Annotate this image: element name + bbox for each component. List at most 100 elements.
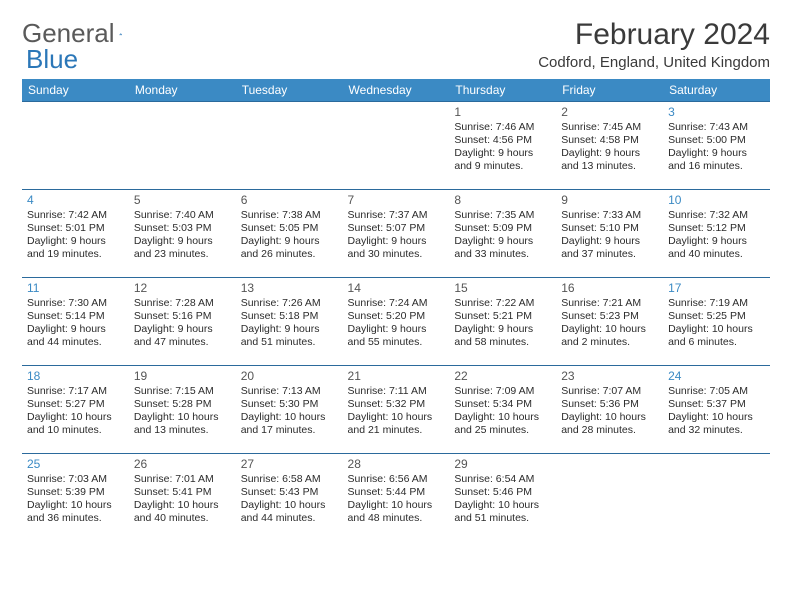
day-info: Sunrise: 7:22 AMSunset: 5:21 PMDaylight:… — [454, 297, 551, 350]
day-number: 6 — [241, 193, 338, 208]
day-number: 24 — [668, 369, 765, 384]
page-header: General February 2024 Codford, England, … — [22, 18, 770, 71]
day-info: Sunrise: 7:45 AMSunset: 4:58 PMDaylight:… — [561, 121, 658, 174]
calendar-day-cell: 9Sunrise: 7:33 AMSunset: 5:10 PMDaylight… — [556, 190, 663, 278]
day-info: Sunrise: 7:17 AMSunset: 5:27 PMDaylight:… — [27, 385, 124, 438]
day-info: Sunrise: 7:09 AMSunset: 5:34 PMDaylight:… — [454, 385, 551, 438]
calendar-day-cell: 8Sunrise: 7:35 AMSunset: 5:09 PMDaylight… — [449, 190, 556, 278]
calendar-day-cell: 5Sunrise: 7:40 AMSunset: 5:03 PMDaylight… — [129, 190, 236, 278]
weekday-header: Tuesday — [236, 79, 343, 102]
day-info: Sunrise: 6:56 AMSunset: 5:44 PMDaylight:… — [348, 473, 445, 526]
day-number: 5 — [134, 193, 231, 208]
weekday-header: Monday — [129, 79, 236, 102]
calendar-day-cell: 15Sunrise: 7:22 AMSunset: 5:21 PMDayligh… — [449, 278, 556, 366]
day-number: 25 — [27, 457, 124, 472]
day-info: Sunrise: 7:46 AMSunset: 4:56 PMDaylight:… — [454, 121, 551, 174]
calendar-day-cell — [556, 454, 663, 542]
day-number: 27 — [241, 457, 338, 472]
day-info: Sunrise: 7:05 AMSunset: 5:37 PMDaylight:… — [668, 385, 765, 438]
day-info: Sunrise: 7:35 AMSunset: 5:09 PMDaylight:… — [454, 209, 551, 262]
calendar-day-cell: 19Sunrise: 7:15 AMSunset: 5:28 PMDayligh… — [129, 366, 236, 454]
calendar-day-cell: 21Sunrise: 7:11 AMSunset: 5:32 PMDayligh… — [343, 366, 450, 454]
day-number: 3 — [668, 105, 765, 120]
day-number: 15 — [454, 281, 551, 296]
day-number: 8 — [454, 193, 551, 208]
calendar-day-cell: 3Sunrise: 7:43 AMSunset: 5:00 PMDaylight… — [663, 102, 770, 190]
calendar-day-cell: 20Sunrise: 7:13 AMSunset: 5:30 PMDayligh… — [236, 366, 343, 454]
day-number: 20 — [241, 369, 338, 384]
day-info: Sunrise: 7:28 AMSunset: 5:16 PMDaylight:… — [134, 297, 231, 350]
calendar-day-cell: 17Sunrise: 7:19 AMSunset: 5:25 PMDayligh… — [663, 278, 770, 366]
calendar-day-cell: 22Sunrise: 7:09 AMSunset: 5:34 PMDayligh… — [449, 366, 556, 454]
weekday-header: Thursday — [449, 79, 556, 102]
day-number: 11 — [27, 281, 124, 296]
day-number: 10 — [668, 193, 765, 208]
day-number: 18 — [27, 369, 124, 384]
brand-sail-icon — [119, 25, 122, 43]
calendar-day-cell: 26Sunrise: 7:01 AMSunset: 5:41 PMDayligh… — [129, 454, 236, 542]
calendar-day-cell: 28Sunrise: 6:56 AMSunset: 5:44 PMDayligh… — [343, 454, 450, 542]
calendar-day-cell — [663, 454, 770, 542]
calendar-day-cell — [343, 102, 450, 190]
day-number: 13 — [241, 281, 338, 296]
title-block: February 2024 Codford, England, United K… — [538, 18, 770, 71]
calendar-day-cell: 11Sunrise: 7:30 AMSunset: 5:14 PMDayligh… — [22, 278, 129, 366]
day-info: Sunrise: 7:11 AMSunset: 5:32 PMDaylight:… — [348, 385, 445, 438]
day-info: Sunrise: 6:58 AMSunset: 5:43 PMDaylight:… — [241, 473, 338, 526]
day-number: 12 — [134, 281, 231, 296]
calendar-day-cell — [236, 102, 343, 190]
calendar-day-cell: 14Sunrise: 7:24 AMSunset: 5:20 PMDayligh… — [343, 278, 450, 366]
calendar-day-cell: 2Sunrise: 7:45 AMSunset: 4:58 PMDaylight… — [556, 102, 663, 190]
day-info: Sunrise: 7:37 AMSunset: 5:07 PMDaylight:… — [348, 209, 445, 262]
weekday-header: Saturday — [663, 79, 770, 102]
day-number: 2 — [561, 105, 658, 120]
day-number: 1 — [454, 105, 551, 120]
day-number: 21 — [348, 369, 445, 384]
weekday-header: Friday — [556, 79, 663, 102]
day-info: Sunrise: 7:42 AMSunset: 5:01 PMDaylight:… — [27, 209, 124, 262]
day-number: 26 — [134, 457, 231, 472]
calendar-week-row: 18Sunrise: 7:17 AMSunset: 5:27 PMDayligh… — [22, 366, 770, 454]
day-number: 7 — [348, 193, 445, 208]
calendar-day-cell: 29Sunrise: 6:54 AMSunset: 5:46 PMDayligh… — [449, 454, 556, 542]
calendar-day-cell: 4Sunrise: 7:42 AMSunset: 5:01 PMDaylight… — [22, 190, 129, 278]
day-number: 19 — [134, 369, 231, 384]
day-info: Sunrise: 7:43 AMSunset: 5:00 PMDaylight:… — [668, 121, 765, 174]
day-info: Sunrise: 7:19 AMSunset: 5:25 PMDaylight:… — [668, 297, 765, 350]
day-info: Sunrise: 7:32 AMSunset: 5:12 PMDaylight:… — [668, 209, 765, 262]
location-subtitle: Codford, England, United Kingdom — [538, 54, 770, 71]
day-info: Sunrise: 7:40 AMSunset: 5:03 PMDaylight:… — [134, 209, 231, 262]
calendar-day-cell: 24Sunrise: 7:05 AMSunset: 5:37 PMDayligh… — [663, 366, 770, 454]
day-number: 17 — [668, 281, 765, 296]
calendar-week-row: 11Sunrise: 7:30 AMSunset: 5:14 PMDayligh… — [22, 278, 770, 366]
day-info: Sunrise: 7:24 AMSunset: 5:20 PMDaylight:… — [348, 297, 445, 350]
day-number: 9 — [561, 193, 658, 208]
day-number: 23 — [561, 369, 658, 384]
calendar-day-cell: 12Sunrise: 7:28 AMSunset: 5:16 PMDayligh… — [129, 278, 236, 366]
day-info: Sunrise: 7:33 AMSunset: 5:10 PMDaylight:… — [561, 209, 658, 262]
day-info: Sunrise: 7:01 AMSunset: 5:41 PMDaylight:… — [134, 473, 231, 526]
calendar-day-cell: 18Sunrise: 7:17 AMSunset: 5:27 PMDayligh… — [22, 366, 129, 454]
day-info: Sunrise: 7:30 AMSunset: 5:14 PMDaylight:… — [27, 297, 124, 350]
page-title: February 2024 — [538, 18, 770, 52]
calendar-day-cell: 16Sunrise: 7:21 AMSunset: 5:23 PMDayligh… — [556, 278, 663, 366]
day-number: 29 — [454, 457, 551, 472]
day-info: Sunrise: 7:38 AMSunset: 5:05 PMDaylight:… — [241, 209, 338, 262]
calendar-table: SundayMondayTuesdayWednesdayThursdayFrid… — [22, 79, 770, 542]
day-number: 28 — [348, 457, 445, 472]
calendar-day-cell: 27Sunrise: 6:58 AMSunset: 5:43 PMDayligh… — [236, 454, 343, 542]
day-number: 16 — [561, 281, 658, 296]
calendar-week-row: 4Sunrise: 7:42 AMSunset: 5:01 PMDaylight… — [22, 190, 770, 278]
day-info: Sunrise: 7:21 AMSunset: 5:23 PMDaylight:… — [561, 297, 658, 350]
calendar-day-cell: 25Sunrise: 7:03 AMSunset: 5:39 PMDayligh… — [22, 454, 129, 542]
calendar-day-cell: 13Sunrise: 7:26 AMSunset: 5:18 PMDayligh… — [236, 278, 343, 366]
day-info: Sunrise: 7:07 AMSunset: 5:36 PMDaylight:… — [561, 385, 658, 438]
calendar-week-row: 25Sunrise: 7:03 AMSunset: 5:39 PMDayligh… — [22, 454, 770, 542]
brand-second-line: Blue — [26, 44, 78, 75]
day-info: Sunrise: 7:15 AMSunset: 5:28 PMDaylight:… — [134, 385, 231, 438]
day-info: Sunrise: 7:26 AMSunset: 5:18 PMDaylight:… — [241, 297, 338, 350]
calendar-week-row: 1Sunrise: 7:46 AMSunset: 4:56 PMDaylight… — [22, 102, 770, 190]
weekday-header: Sunday — [22, 79, 129, 102]
brand-text-blue: Blue — [26, 44, 78, 75]
calendar-day-cell: 6Sunrise: 7:38 AMSunset: 5:05 PMDaylight… — [236, 190, 343, 278]
